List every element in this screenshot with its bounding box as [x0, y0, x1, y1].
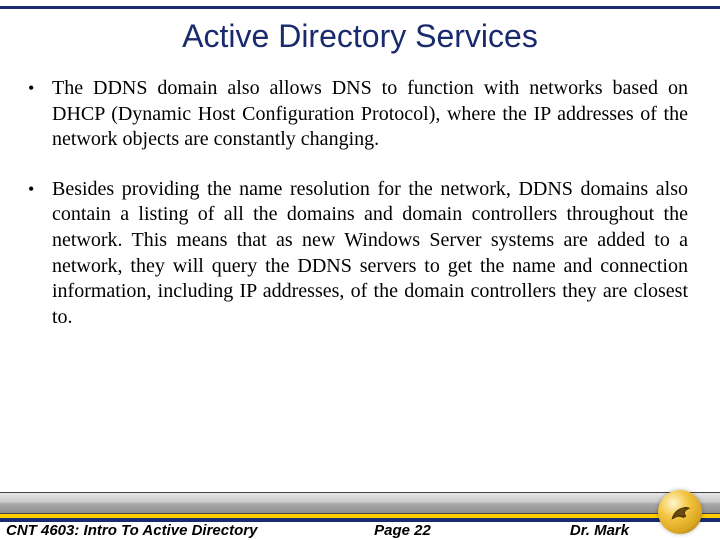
pegasus-logo-icon — [658, 490, 702, 534]
top-rule — [0, 6, 720, 9]
bullet-text: Besides providing the name resolution fo… — [52, 177, 688, 331]
footer-band — [0, 492, 720, 514]
footer-page: Page 22 — [374, 522, 530, 539]
slide-content: • The DDNS domain also allows DNS to fun… — [28, 76, 688, 354]
footer-course: CNT 4603: Intro To Active Directory — [6, 522, 374, 539]
bullet-item: • Besides providing the name resolution … — [28, 177, 688, 331]
slide-title: Active Directory Services — [0, 18, 720, 55]
slide: Active Directory Services • The DDNS dom… — [0, 0, 720, 540]
bullet-dot: • — [28, 76, 52, 153]
bullet-text: The DDNS domain also allows DNS to funct… — [52, 76, 688, 153]
bullet-item: • The DDNS domain also allows DNS to fun… — [28, 76, 688, 153]
bullet-dot: • — [28, 177, 52, 331]
footer: CNT 4603: Intro To Active Directory Page… — [0, 520, 720, 540]
